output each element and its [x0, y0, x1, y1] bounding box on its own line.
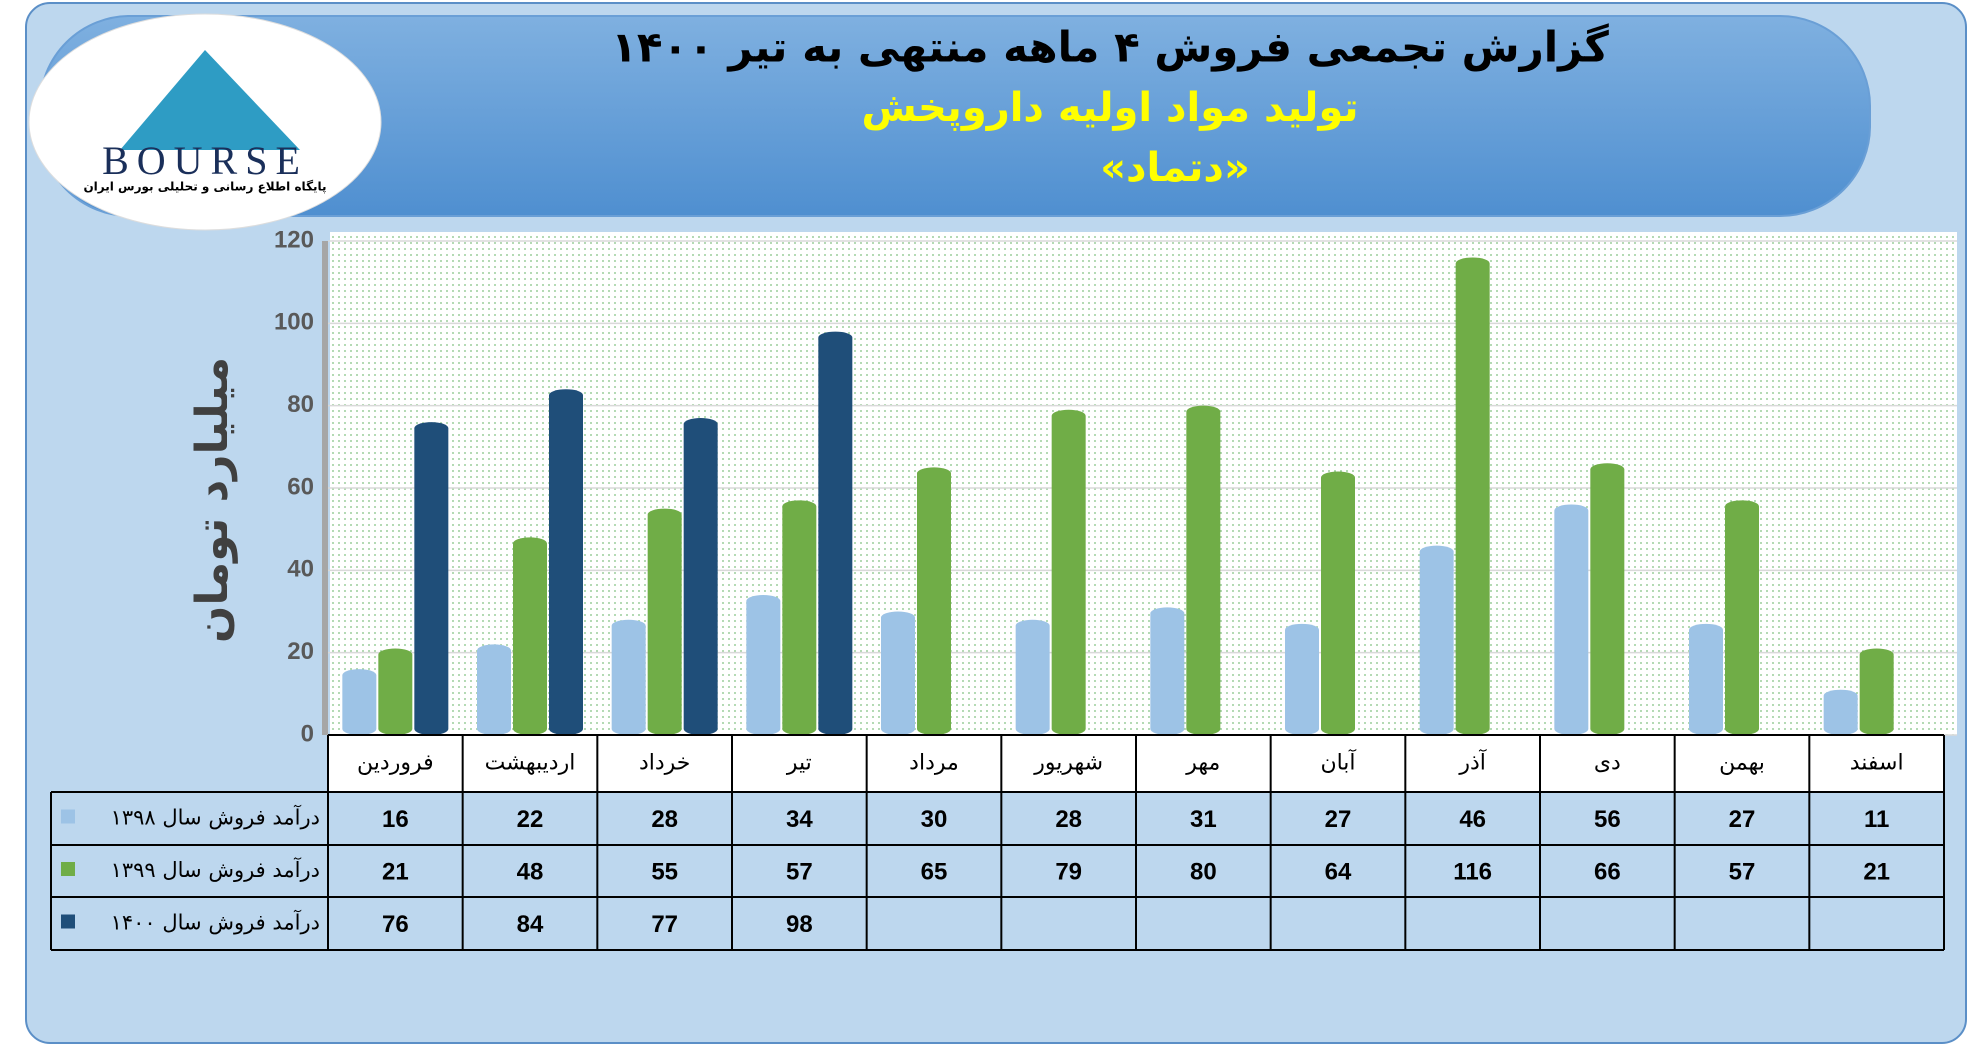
- bar: [647, 508, 682, 735]
- x-tick-label: فروردین: [357, 751, 434, 776]
- bar: [1150, 607, 1185, 735]
- bar: [881, 611, 915, 735]
- legend-swatch: [61, 914, 75, 929]
- bar: [1859, 648, 1894, 735]
- x-tick-label: مهر: [1185, 751, 1220, 776]
- chart-subtitle: تولید مواد اولیه داروپخش: [861, 85, 1358, 131]
- table-cell: 57: [786, 858, 813, 885]
- table-cell: 28: [1055, 806, 1082, 833]
- table-cell: 79: [1055, 858, 1082, 885]
- logo-triangle: [120, 50, 300, 150]
- x-tick-label: آبان: [1320, 749, 1356, 776]
- bar: [1823, 689, 1858, 735]
- logo-name: BOURSE: [102, 138, 308, 183]
- bar: [1689, 623, 1723, 735]
- y-tick-label: 60: [287, 473, 314, 500]
- y-tick-label: 0: [301, 720, 314, 747]
- table-cell: 22: [517, 806, 544, 833]
- table-cell: 80: [1190, 858, 1217, 885]
- table-cell: 21: [382, 858, 409, 885]
- bar: [782, 500, 817, 735]
- y-tick-label: 80: [287, 391, 314, 418]
- bar: [477, 644, 511, 735]
- bar: [414, 422, 449, 735]
- bar: [549, 389, 583, 735]
- bar: [1186, 405, 1221, 735]
- x-tick-label: مرداد: [909, 751, 959, 776]
- y-tick-label: 20: [287, 638, 314, 665]
- table-cell: 55: [651, 858, 678, 885]
- chart-title: گزارش تجمعی فروش ۴ ماهه منتهی به تیر ۱۴۰…: [611, 23, 1609, 73]
- legend-label: درآمد فروش سال ۱۴۰۰: [111, 910, 320, 935]
- x-tick-label: دی: [1594, 751, 1621, 776]
- bar: [917, 467, 951, 735]
- table-cell: 16: [382, 806, 409, 833]
- table-cell: 84: [517, 911, 544, 938]
- bar: [818, 331, 853, 735]
- table-cell: 48: [517, 858, 544, 885]
- table-cell: 27: [1325, 806, 1352, 833]
- y-tick-label: 100: [274, 309, 314, 336]
- bar: [1015, 619, 1050, 735]
- bar: [683, 418, 718, 735]
- bar: [611, 619, 646, 735]
- table-cell: 116: [1453, 858, 1492, 885]
- x-tick-label: شهریور: [1033, 751, 1103, 776]
- table-cell: 64: [1325, 858, 1352, 885]
- table-cell: 28: [651, 806, 678, 833]
- table-cell: 57: [1729, 858, 1756, 885]
- x-tick-label: آذر: [1458, 749, 1486, 776]
- bar: [1051, 409, 1086, 735]
- table-cell: 46: [1459, 806, 1486, 833]
- y-axis-label: میلیارد تومان: [187, 357, 238, 643]
- bar: [1554, 504, 1589, 735]
- table-cell: 76: [382, 911, 409, 938]
- chart-symbol: «دتماد»: [1100, 145, 1250, 191]
- bar: [1321, 471, 1355, 735]
- legend-label: درآمد فروش سال ۱۳۹۹: [111, 857, 320, 882]
- table-cell: 30: [921, 806, 948, 833]
- x-tick-label: خرداد: [639, 751, 690, 776]
- table-cell: 31: [1190, 806, 1217, 833]
- table-cell: 66: [1594, 858, 1621, 885]
- bar: [378, 648, 413, 735]
- bar: [1285, 623, 1319, 735]
- table-cell: 77: [651, 911, 678, 938]
- y-tick-label: 120: [274, 226, 314, 253]
- logo-tagline: پایگاه اطلاع رسانی و تحلیلی بورس ایران: [83, 180, 326, 195]
- table-cell: 65: [921, 858, 948, 885]
- y-tick-label: 40: [287, 556, 314, 583]
- x-tick-label: اردیبهشت: [485, 751, 576, 776]
- legend-label: درآمد فروش سال ۱۳۹۸: [111, 805, 320, 830]
- table-cell: 34: [786, 806, 813, 833]
- legend-swatch: [61, 809, 75, 824]
- bar: [1590, 463, 1625, 735]
- bar: [1455, 257, 1490, 735]
- plot-area: [330, 232, 1957, 735]
- y-axis-wall: [322, 241, 328, 735]
- bar: [342, 669, 377, 735]
- x-tick-label: اسفند: [1850, 751, 1904, 776]
- table-cell: 11: [1864, 806, 1889, 833]
- x-tick-label: تیر: [786, 751, 812, 776]
- table-cell: 21: [1863, 858, 1890, 885]
- bar: [1419, 545, 1454, 735]
- bar: [746, 595, 781, 735]
- table-cell: 56: [1594, 806, 1621, 833]
- legend-swatch: [61, 862, 75, 876]
- x-tick-label: بهمن: [1719, 751, 1765, 776]
- table-cell: 27: [1729, 806, 1756, 833]
- bar: [1725, 500, 1759, 735]
- bar: [513, 537, 547, 735]
- table-cell: 98: [786, 911, 813, 938]
